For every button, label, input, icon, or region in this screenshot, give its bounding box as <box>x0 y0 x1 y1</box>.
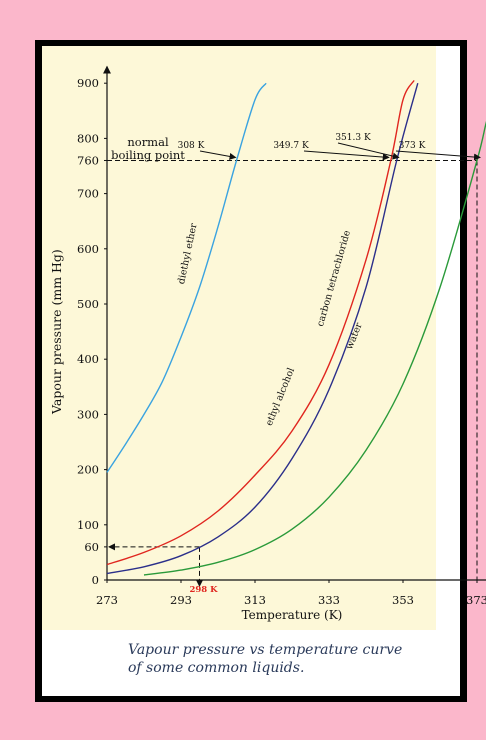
x-tick-label: 293 <box>170 593 192 607</box>
y-tick-label: 500 <box>77 297 99 311</box>
axes: 0 60 100 200 300 400 500 600 700 760 800 900 273 293 3… <box>49 65 486 622</box>
series-line-ethyl-alcohol <box>106 83 419 575</box>
boiling-point-308-K: 308 K <box>178 141 205 151</box>
boiling-point-label-line1: normal <box>127 135 169 149</box>
series-label-diethyl-ether: diethyl ether <box>176 222 200 285</box>
y-tick-label: 0 <box>92 573 99 587</box>
y-tick-label: 60 <box>84 540 99 554</box>
series-label-water: water <box>344 321 365 351</box>
series-line-water <box>143 120 486 576</box>
y-tick-label: 900 <box>77 76 99 90</box>
caption-line-1: Vapour pressure vs temperature curve <box>128 642 403 658</box>
series-label-carbon-tetrachloride: carbon tetrachloride <box>315 229 353 328</box>
labels-group: diethyl ether carbon tetrachloride ethyl a… <box>111 133 481 595</box>
boiling-point-349-7-K: 349.7 K <box>273 141 309 151</box>
y-tick-label: 400 <box>77 352 99 366</box>
figure-caption: Vapour pressure vs temperature curve of … <box>128 641 448 677</box>
x-tick-label: 313 <box>244 593 266 607</box>
series-label-ethyl-alcohol: ethyl alcohol <box>264 366 297 427</box>
y-tick-label: 100 <box>77 518 99 532</box>
marker-label: 298 K <box>189 585 218 595</box>
y-tick-label: 600 <box>77 242 99 256</box>
boiling-point-arrow-308-K <box>199 150 237 160</box>
boiling-point-arrow-373-K <box>395 150 481 161</box>
y-tick-label: 200 <box>77 463 99 477</box>
caption-line-2: of some common liquids. <box>128 660 305 676</box>
x-tick-label: 333 <box>318 593 340 607</box>
y-axis-label: Vapour pressure (mm Hg) <box>49 249 64 415</box>
x-axis-label: Temperature (K) <box>242 608 343 622</box>
series-line-carbon-tetrachloride <box>106 80 415 566</box>
x-tick-label: 373 <box>466 593 486 607</box>
boiling-point-351-3-K: 351.3 K <box>335 133 371 143</box>
y-tick-label: 300 <box>77 407 99 421</box>
boiling-point-arrow-351-3-K <box>337 142 400 160</box>
y-tick-label: 700 <box>77 187 99 201</box>
y-tick-label: 760 <box>77 153 99 167</box>
boiling-point-373-K: 373 K <box>399 141 426 151</box>
boiling-point-label-line2: boiling point <box>111 148 185 162</box>
y-tick-label: 800 <box>77 131 99 145</box>
plot-background <box>42 46 436 630</box>
x-tick-label: 353 <box>392 593 414 607</box>
boiling-point-arrow-349-7-K <box>303 150 390 161</box>
x-tick-label: 273 <box>96 593 118 607</box>
series-line-diethyl-ether <box>106 82 267 473</box>
